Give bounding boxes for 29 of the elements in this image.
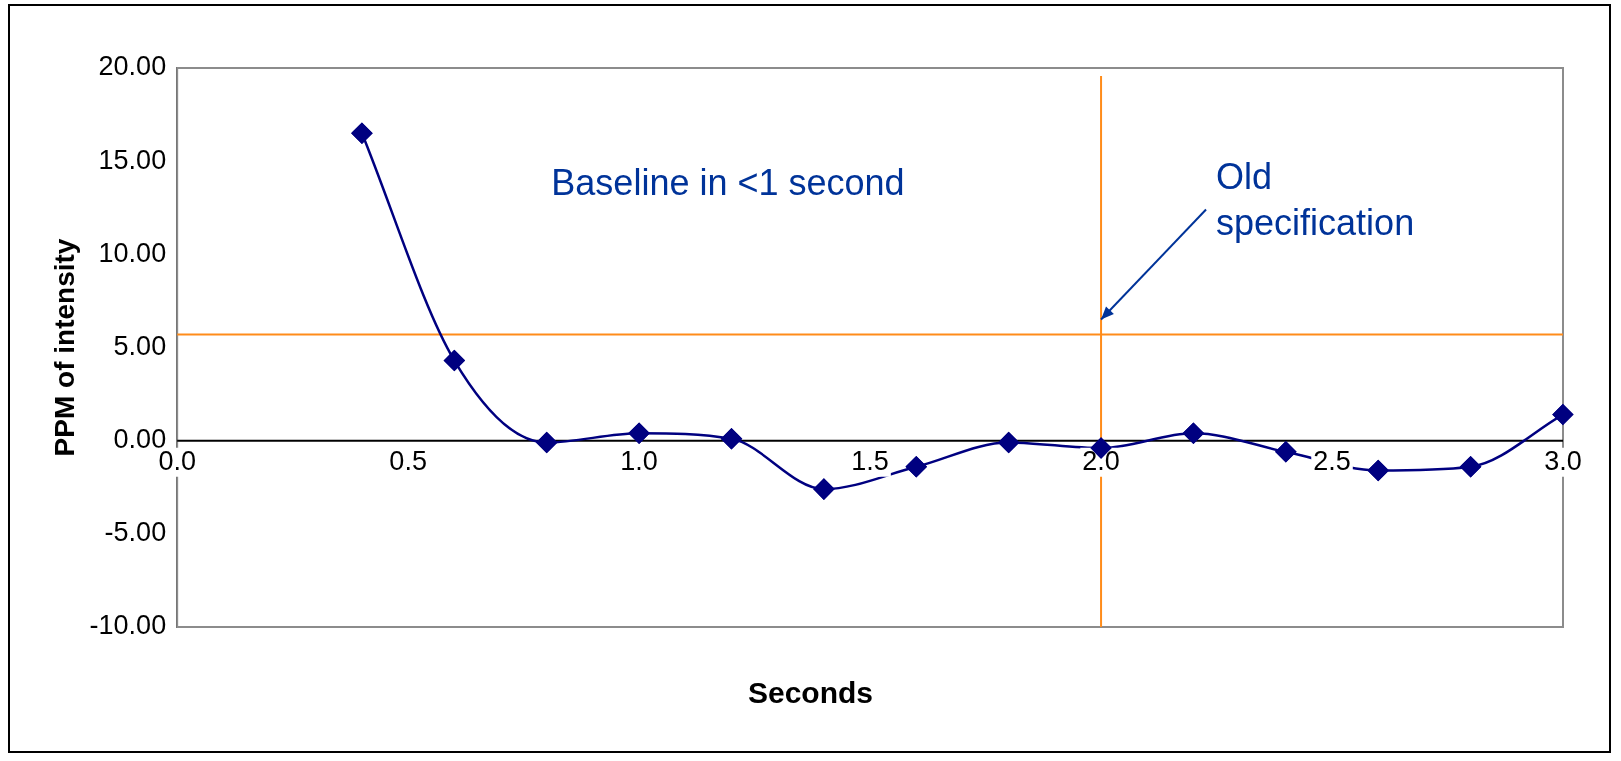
x-tick-label: 1.5 [851, 445, 889, 476]
y-tick-label: 15.00 [98, 144, 167, 175]
point [1460, 456, 1481, 477]
point [1183, 422, 1204, 444]
point [628, 422, 650, 444]
point [1367, 460, 1389, 481]
x-tick-label: 0.5 [389, 445, 427, 476]
point [813, 478, 835, 500]
y-tick-label: 20.00 [98, 51, 167, 82]
annotation: Baseline in <1 second [551, 162, 905, 204]
point [906, 456, 927, 477]
x-axis-title: Seconds [746, 676, 874, 710]
annotation: Old specification [1216, 156, 1415, 244]
x-tick-label: 1.0 [620, 445, 658, 476]
point [536, 432, 557, 453]
point [1552, 404, 1574, 425]
point [444, 350, 465, 371]
point [351, 122, 373, 144]
y-tick-label: 10.00 [98, 237, 167, 268]
x-tick-label: 2.0 [1082, 445, 1120, 476]
y-tick-label: -5.00 [104, 517, 167, 548]
point [721, 428, 742, 450]
x-tick-label: 2.5 [1313, 445, 1351, 476]
y-tick-label: -10.00 [89, 610, 167, 641]
point [1275, 441, 1297, 463]
point [998, 432, 1019, 453]
y-tick-label: 5.00 [113, 330, 167, 361]
x-tick-label: 3.0 [1544, 445, 1582, 476]
y-axis-title: PPM of intensity [48, 238, 80, 457]
